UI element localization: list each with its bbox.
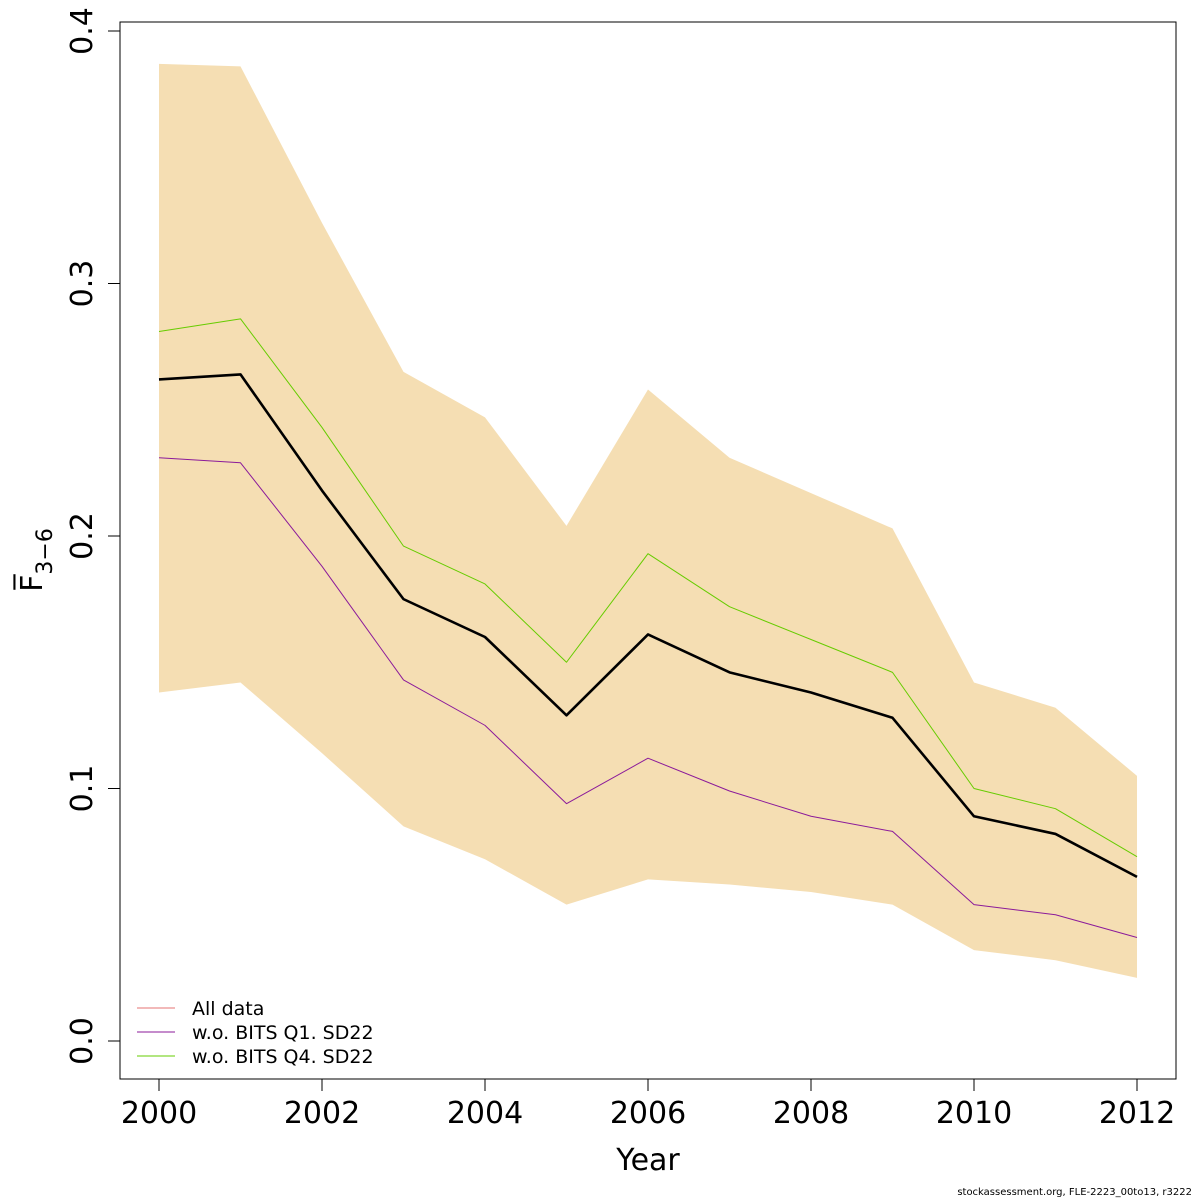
y-tick-label: 0.0 [65, 1017, 100, 1065]
legend-label: w.o. BITS Q1. SD22 [192, 1022, 374, 1044]
series-layer [158, 318, 1138, 938]
confidence-band-layer [159, 63, 1137, 978]
x-tick-label: 2002 [284, 1096, 360, 1131]
x-axis-title: Year [615, 1143, 680, 1178]
legend-label: All data [192, 998, 264, 1020]
footer-note: stockassessment.org, FLE-2223_00to13, r3… [957, 1187, 1192, 1198]
y-tick-label: 0.2 [65, 512, 100, 560]
x-tick-label: 2004 [447, 1096, 523, 1131]
svg-text:F̅3−6: F̅3−6 [13, 528, 58, 592]
x-tick-label: 2006 [610, 1096, 686, 1131]
legend-label: w.o. BITS Q4. SD22 [192, 1046, 374, 1068]
series-line-all-data [158, 373, 1138, 879]
y-tick-label: 0.3 [65, 260, 100, 308]
x-tick-label: 2000 [121, 1096, 197, 1131]
y-axis: 0.0 0.1 0.2 0.3 0.4 [65, 7, 121, 1065]
x-tick-label: 2008 [773, 1096, 849, 1131]
x-tick-label: 2012 [1099, 1096, 1175, 1131]
series-line-w-o-bits-q1-sd22 [158, 457, 1138, 938]
y-axis-title: F̅3−6 [13, 528, 58, 592]
y-axis-title-main: F̅ [13, 574, 50, 592]
y-axis-title-subscript: 3−6 [33, 528, 58, 574]
x-axis: 2000 2002 2004 2006 2008 2010 2012 [121, 1078, 1175, 1131]
y-tick-label: 0.1 [65, 765, 100, 813]
y-tick-label: 0.4 [65, 7, 100, 55]
x-tick-label: 2010 [936, 1096, 1012, 1131]
series-line-w-o-bits-q4-sd22 [158, 318, 1138, 858]
confidence-band [159, 63, 1137, 978]
